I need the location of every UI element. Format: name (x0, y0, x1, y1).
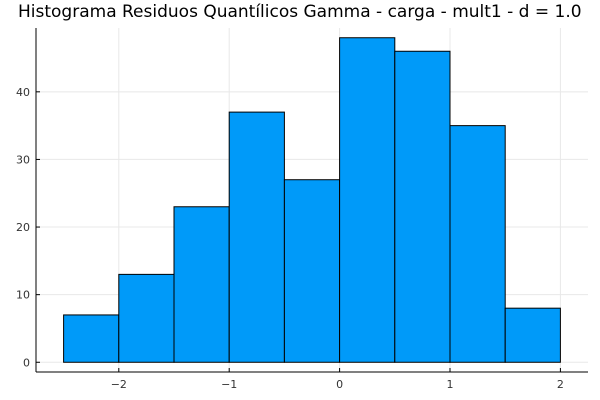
histogram-bar (283, 179, 341, 363)
axes-layer (35, 28, 588, 373)
histogram-bar (504, 307, 561, 363)
y-tick-label: 40 (16, 86, 30, 99)
x-tick-label: 0 (336, 378, 343, 391)
histogram-bar (173, 206, 230, 363)
bars-layer (63, 37, 561, 363)
y-tick-label: 0 (23, 356, 30, 369)
x-tick-label: −1 (221, 378, 237, 391)
y-tick-label: 20 (16, 221, 30, 234)
histogram-bar (228, 111, 285, 363)
y-tick-label: 10 (16, 289, 30, 302)
chart-title: Histograma Residuos Quantílicos Gamma - … (18, 2, 582, 22)
histogram-bar (118, 273, 175, 363)
histogram-bar (394, 50, 451, 363)
y-tick-label: 30 (16, 153, 30, 166)
histogram-bar (449, 125, 506, 363)
x-tick-label: −2 (111, 378, 127, 391)
histogram-bar (339, 37, 396, 363)
x-tick-label: 2 (557, 378, 564, 391)
x-tick-label: 1 (447, 378, 454, 391)
histogram-bar (63, 314, 120, 363)
